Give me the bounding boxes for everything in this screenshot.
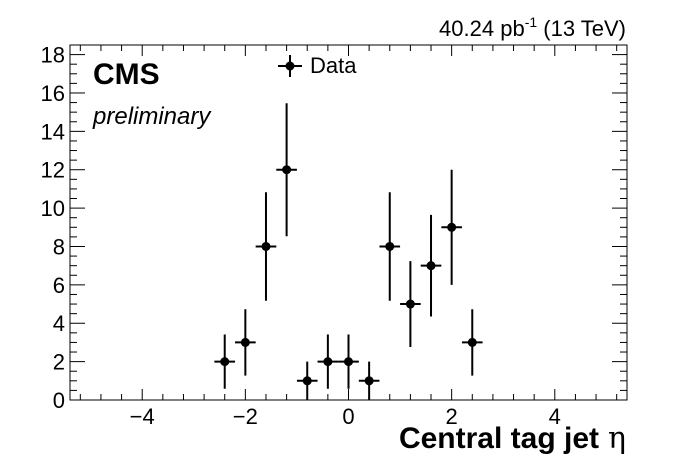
- plot-frame: [69, 44, 628, 401]
- y-tick-label: 0: [53, 388, 65, 413]
- y-tick-label: 4: [53, 311, 65, 336]
- lumi-exponent: -1: [525, 14, 538, 30]
- data-point: [296, 361, 318, 400]
- data-point-marker: [344, 357, 353, 367]
- data-points: [214, 103, 483, 400]
- data-point-marker: [385, 241, 395, 251]
- x-tick-label: −2: [233, 404, 258, 429]
- legend-marker: [285, 61, 295, 71]
- data-point-marker: [240, 337, 250, 347]
- y-tick-label: 14: [41, 119, 65, 144]
- data-point: [317, 334, 339, 389]
- y-tick-label: 18: [41, 43, 65, 68]
- legend: Data: [278, 53, 357, 78]
- x-tick-label: −4: [130, 404, 155, 429]
- data-point: [276, 103, 297, 237]
- data-point: [255, 192, 277, 301]
- y-tick-label: 2: [53, 350, 65, 375]
- data-point-marker: [467, 337, 477, 347]
- data-point-marker: [261, 241, 271, 251]
- data-point-marker: [405, 299, 415, 309]
- lumi-energy: (13 TeV): [537, 16, 626, 41]
- y-tick-label: 12: [41, 158, 65, 183]
- data-point-marker: [364, 376, 374, 386]
- data-point-marker: [282, 165, 292, 175]
- lumi-value: 40.24 pb: [439, 16, 525, 41]
- y-tick-label: 8: [53, 234, 65, 259]
- x-tick-label: 0: [342, 404, 354, 429]
- data-point: [400, 261, 421, 347]
- y-tick-label: 10: [41, 196, 65, 221]
- data-point-marker: [323, 357, 333, 367]
- data-point: [441, 169, 462, 285]
- data-point: [235, 309, 256, 376]
- lumi-label: 40.24 pb-1 (13 TeV): [439, 14, 626, 41]
- data-point-marker: [220, 357, 230, 367]
- data-point: [461, 309, 483, 376]
- y-tick-label: 6: [53, 273, 65, 298]
- y-tick-label: 16: [41, 81, 65, 106]
- legend-label: Data: [310, 53, 357, 78]
- x-tick-label: 4: [549, 404, 561, 429]
- cms-sublabel: preliminary: [92, 103, 212, 130]
- tick-labels: 0 2 4 6 8 10 12 14 16 18 −4 −2 0 2 4: [41, 43, 561, 429]
- data-point-marker: [447, 222, 457, 232]
- data-point: [379, 192, 401, 301]
- data-point-marker: [426, 261, 436, 271]
- data-point-marker: [302, 376, 312, 386]
- data-point: [420, 214, 442, 317]
- data-point: [338, 334, 359, 389]
- data-point: [214, 334, 236, 389]
- x-axis-label: Central tag jet: [399, 422, 599, 455]
- cms-label: CMS: [93, 58, 160, 91]
- data-point: [358, 361, 380, 400]
- x-axis-label-symbol: η: [608, 421, 626, 456]
- x-tick-label: 2: [446, 404, 458, 429]
